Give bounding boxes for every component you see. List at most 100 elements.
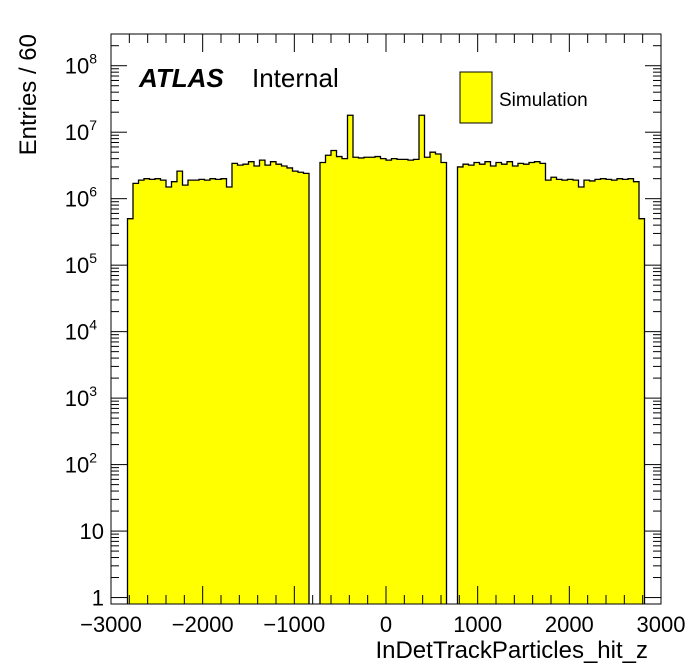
histogram-bin bbox=[226, 186, 233, 604]
histogram-bin bbox=[358, 157, 365, 604]
x-tick-label: 1000 bbox=[453, 612, 502, 637]
legend-label: Simulation bbox=[499, 90, 588, 111]
histogram-bin bbox=[342, 158, 348, 604]
histogram-bin bbox=[397, 159, 403, 604]
plot-frame bbox=[110, 33, 662, 605]
histogram-bin bbox=[584, 180, 590, 604]
histogram-bin bbox=[556, 179, 563, 604]
histogram-bin bbox=[204, 180, 211, 604]
x-tick-labels: −3000 −2000 −1000 0 1000 2000 3000 bbox=[80, 612, 685, 637]
histogram-bin bbox=[144, 178, 150, 605]
y-tick-label: 104 bbox=[65, 317, 97, 345]
histogram-bin bbox=[622, 179, 629, 604]
x-axis-title: InDetTrackParticles_hit_z bbox=[375, 637, 648, 664]
histogram-bin bbox=[276, 164, 282, 604]
histogram-bin bbox=[573, 180, 579, 604]
histogram-bin bbox=[474, 162, 480, 604]
histogram-bin bbox=[523, 164, 530, 604]
histogram-bin bbox=[408, 160, 414, 604]
y-tick-label: 103 bbox=[65, 383, 97, 411]
histogram-bin bbox=[540, 163, 546, 604]
histogram-bin bbox=[221, 178, 227, 605]
histogram-bin bbox=[375, 156, 381, 604]
histogram-bin bbox=[435, 154, 442, 604]
histogram-bin bbox=[336, 156, 343, 604]
atlas-label: ATLAS bbox=[138, 63, 224, 93]
histogram-bin bbox=[292, 171, 299, 604]
histogram-bin bbox=[298, 172, 304, 604]
histogram-bin bbox=[479, 164, 486, 604]
histogram-bin bbox=[171, 181, 178, 604]
histogram-bin bbox=[413, 159, 420, 604]
status-label: Internal bbox=[252, 63, 339, 93]
histogram-bin bbox=[606, 179, 612, 604]
histogram-bin bbox=[534, 161, 541, 604]
histogram-bin bbox=[177, 171, 183, 604]
y-tick-label: 107 bbox=[65, 117, 97, 145]
histogram-bin bbox=[182, 185, 189, 605]
histogram-bin bbox=[457, 166, 464, 604]
histogram-bin bbox=[430, 152, 436, 604]
histogram-bin bbox=[391, 158, 398, 604]
histogram-bin bbox=[215, 179, 222, 604]
histogram-bin bbox=[512, 166, 519, 604]
histogram-bin bbox=[243, 164, 249, 604]
y-tick-label: 1 bbox=[92, 586, 104, 611]
histogram-bin bbox=[628, 178, 634, 605]
histogram-bin bbox=[232, 163, 238, 604]
histogram-bin bbox=[270, 161, 277, 604]
histogram-bin bbox=[331, 150, 337, 604]
x-tick-label: −2000 bbox=[172, 612, 234, 637]
histogram-bin bbox=[155, 178, 161, 605]
histogram-bin bbox=[617, 178, 623, 605]
histogram-bin bbox=[265, 165, 271, 604]
histogram-bin bbox=[578, 186, 585, 604]
histogram-bin bbox=[595, 179, 601, 604]
histogram-bin bbox=[248, 161, 255, 604]
histogram-outline bbox=[126, 114, 646, 604]
histogram-bars bbox=[126, 114, 646, 605]
histogram-bin bbox=[490, 166, 497, 604]
histogram-bin bbox=[287, 167, 293, 604]
histogram-bin bbox=[320, 162, 326, 604]
histogram-bin bbox=[633, 181, 640, 604]
histogram-bin bbox=[149, 179, 156, 604]
histogram-bin bbox=[210, 178, 216, 605]
histogram-bin bbox=[562, 180, 568, 604]
histogram-bin bbox=[501, 164, 508, 604]
histogram-bin bbox=[281, 166, 288, 604]
histogram-bin bbox=[529, 162, 535, 604]
y-tick-label: 106 bbox=[65, 184, 97, 212]
legend-swatch bbox=[459, 71, 493, 124]
histogram-bin bbox=[199, 179, 205, 604]
histogram-bin bbox=[507, 161, 513, 604]
histogram-bin bbox=[347, 115, 354, 604]
histogram-bin bbox=[468, 165, 475, 604]
histogram-bin bbox=[259, 160, 266, 604]
histogram-bin bbox=[386, 160, 392, 604]
histogram-bin bbox=[611, 180, 618, 604]
x-tick-label: −1000 bbox=[263, 612, 325, 637]
histogram-bin bbox=[496, 162, 502, 604]
x-tick-label: 3000 bbox=[637, 612, 686, 637]
histogram-bin bbox=[237, 165, 244, 604]
histogram-bin bbox=[254, 166, 260, 604]
histogram-bin bbox=[600, 178, 607, 605]
histogram-bin bbox=[402, 159, 409, 604]
histogram-bin bbox=[303, 173, 310, 604]
histogram-bin bbox=[380, 158, 387, 604]
histogram-bin bbox=[463, 164, 469, 604]
x-tick-label: 0 bbox=[380, 612, 392, 637]
y-tick-label: 10 bbox=[80, 519, 104, 544]
histogram-bin bbox=[127, 218, 134, 604]
x-tick-label: 2000 bbox=[545, 612, 594, 637]
x-tick-label: −3000 bbox=[80, 612, 142, 637]
histogram-bin bbox=[325, 155, 332, 604]
histogram-bin bbox=[419, 115, 425, 604]
histogram-bin bbox=[364, 157, 370, 604]
y-tick-label: 108 bbox=[65, 51, 97, 79]
histogram-bin bbox=[166, 186, 172, 604]
histogram-bin bbox=[369, 157, 376, 604]
legend: Simulation bbox=[459, 71, 588, 124]
